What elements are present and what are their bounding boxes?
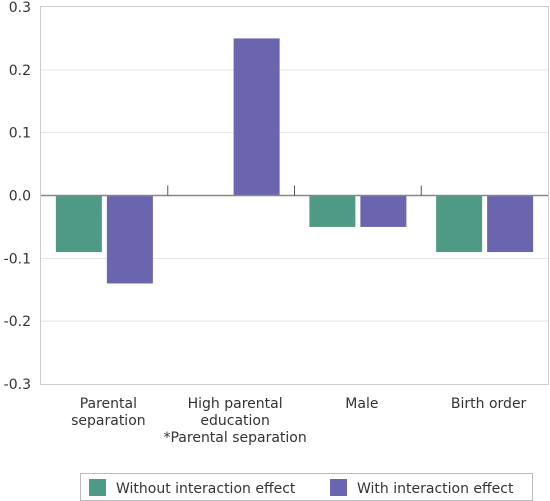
bar-with-1 [233,38,280,196]
bar-without-3 [436,195,483,253]
legend-label-with: With interaction effect [357,481,514,497]
x-category-label: High parental education *Parental separati… [163,396,306,446]
x-category-label: Birth order [451,396,527,412]
bar-without-2 [309,195,356,227]
y-tick-label: 0.2 [9,63,31,79]
legend-swatch-without [89,479,106,496]
legend: Without interaction effect With interact… [80,473,533,501]
legend-label-without: Without interaction effect [116,481,296,497]
bar-with-2 [360,195,407,227]
legend-box [80,473,533,501]
y-axis-tick-labels: 0.3 0.2 0.1 0.0 -0.1 -0.2 -0.3 [4,0,31,393]
x-axis-category-labels: Parental separation High parental education… [71,396,526,446]
y-tick-label: -0.3 [4,377,31,393]
bar-with-0 [106,195,153,284]
x-category-label: Male [345,396,378,412]
y-tick-label: 0.0 [9,189,31,205]
x-category-label: Parental separation [71,396,146,429]
y-tick-label: -0.1 [4,251,31,267]
y-tick-label: 0.1 [9,126,31,142]
bar-without-0 [55,195,102,253]
y-tick-label: 0.3 [9,0,31,16]
bar-with-3 [487,195,534,253]
zero-axis [41,185,548,197]
y-tick-label: -0.2 [4,314,31,330]
bars [55,38,534,284]
legend-swatch-with [330,479,347,496]
